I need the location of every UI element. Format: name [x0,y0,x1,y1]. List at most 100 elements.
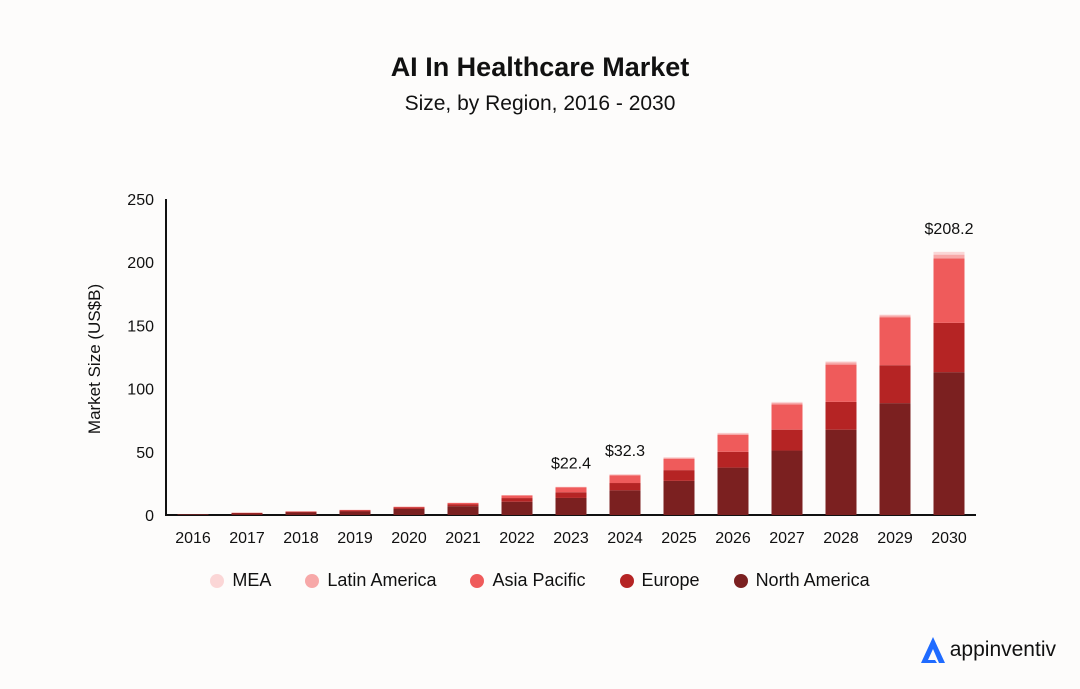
bar-latin-america-2026 [717,433,749,435]
bar-mea-2025 [663,457,695,458]
y-axis-title: Market Size (US$B) [85,284,104,434]
bar-latin-america-2024 [609,474,641,476]
x-tick-label: 2025 [661,530,697,547]
bar-europe-2022 [501,498,533,502]
bar-north-america-2027 [771,450,803,515]
bar-asia-pacific-2023 [555,487,587,493]
bar-asia-pacific-2019 [339,509,371,511]
bar-latin-america-2029 [879,315,911,318]
x-tick-label: 2030 [931,530,967,547]
bar-north-america-2017 [231,513,263,515]
bar-latin-america-2025 [663,457,695,459]
bar-asia-pacific-2020 [393,506,425,508]
bar-europe-2030 [933,322,965,373]
x-tick-label: 2020 [391,530,427,547]
x-tick-label: 2028 [823,530,859,547]
bar-europe-2017 [231,512,263,514]
bar-latin-america-2030 [933,254,965,259]
total-label: $32.3 [605,443,645,460]
bar-mea-2030 [933,251,965,255]
x-tick-label: 2022 [499,530,535,547]
bar-mea-2028 [825,361,857,363]
y-tick-label: 50 [136,445,154,462]
legend-swatch [305,573,320,588]
bar-mea-2024 [609,474,641,475]
bar-north-america-2028 [825,429,857,515]
x-tick-label: 2021 [445,530,481,547]
legend-item: MEA [210,570,271,591]
x-tick-label: 2023 [553,530,589,547]
x-tick-label: 2027 [769,530,805,547]
y-tick-label: 250 [127,192,154,209]
bar-latin-america-2023 [555,486,587,488]
bar-north-america-2030 [933,372,965,515]
chart-subtitle: Size, by Region, 2016 - 2030 [404,92,676,115]
bar-europe-2020 [393,507,425,509]
bar-north-america-2019 [339,511,371,515]
bar-asia-pacific-2030 [933,258,965,323]
bar-europe-2023 [555,492,587,498]
legend-swatch [210,573,225,588]
total-label: $208.2 [925,221,974,238]
appinventiv-logo-icon [920,637,945,663]
y-tick-label: 0 [145,508,154,525]
chart-title: AI In Healthcare Market [390,52,690,82]
legend-swatch [733,573,748,588]
x-tick-label: 2018 [283,530,319,547]
bar-europe-2018 [285,511,317,513]
bar-asia-pacific-2027 [771,404,803,430]
y-tick-label: 200 [127,255,154,272]
legend-item: Europe [619,570,700,591]
x-tick-label: 2016 [175,530,211,547]
brand-name: appinventiv [949,638,1056,661]
x-tick-label: 2026 [715,530,751,547]
bar-europe-2026 [717,451,749,468]
bar-europe-2027 [771,429,803,451]
bar-europe-2024 [609,483,641,491]
y-tick-label: 100 [127,382,154,399]
y-tick-label: 150 [127,318,154,335]
legend-item: Latin America [305,570,436,591]
bar-europe-2029 [879,365,911,404]
total-label: $22.4 [551,456,591,473]
bar-europe-2028 [825,401,857,430]
legend-swatch [470,573,485,588]
bar-asia-pacific-2026 [717,434,749,452]
bar-north-america-2018 [285,512,317,515]
bar-asia-pacific-2028 [825,364,857,402]
bar-mea-2027 [771,401,803,403]
bar-north-america-2020 [393,508,425,515]
legend-label: MEA [232,570,272,590]
bar-latin-america-2028 [825,362,857,365]
bar-europe-2025 [663,470,695,481]
bar-latin-america-2027 [771,402,803,405]
bar-mea-2029 [879,314,911,316]
bar-mea-2026 [717,432,749,434]
bar-asia-pacific-2025 [663,458,695,471]
bar-north-america-2024 [609,490,641,515]
bar-north-america-2025 [663,480,695,515]
legend-label: Asia Pacific [492,570,586,590]
x-tick-label: 2019 [337,530,373,547]
bar-north-america-2023 [555,497,587,515]
bar-europe-2021 [447,504,479,507]
bar-asia-pacific-2024 [609,475,641,484]
legend-label: Latin America [327,570,437,590]
x-tick-label: 2029 [877,530,913,547]
bar-asia-pacific-2029 [879,317,911,366]
legend-item: North America [733,570,870,591]
legend-label: Europe [641,570,700,590]
bar-asia-pacific-2021 [447,502,479,505]
bar-north-america-2021 [447,506,479,515]
legend-label: North America [755,570,870,590]
bar-north-america-2026 [717,467,749,515]
brand-mark: appinventiv [920,636,1056,664]
chart-legend: MEA Latin America Asia Pacific Europe North … [0,570,1080,591]
bar-north-america-2022 [501,501,533,515]
x-tick-label: 2017 [229,530,265,547]
bar-asia-pacific-2022 [501,495,533,499]
bar-europe-2019 [339,510,371,512]
x-tick-label: 2024 [607,530,643,547]
